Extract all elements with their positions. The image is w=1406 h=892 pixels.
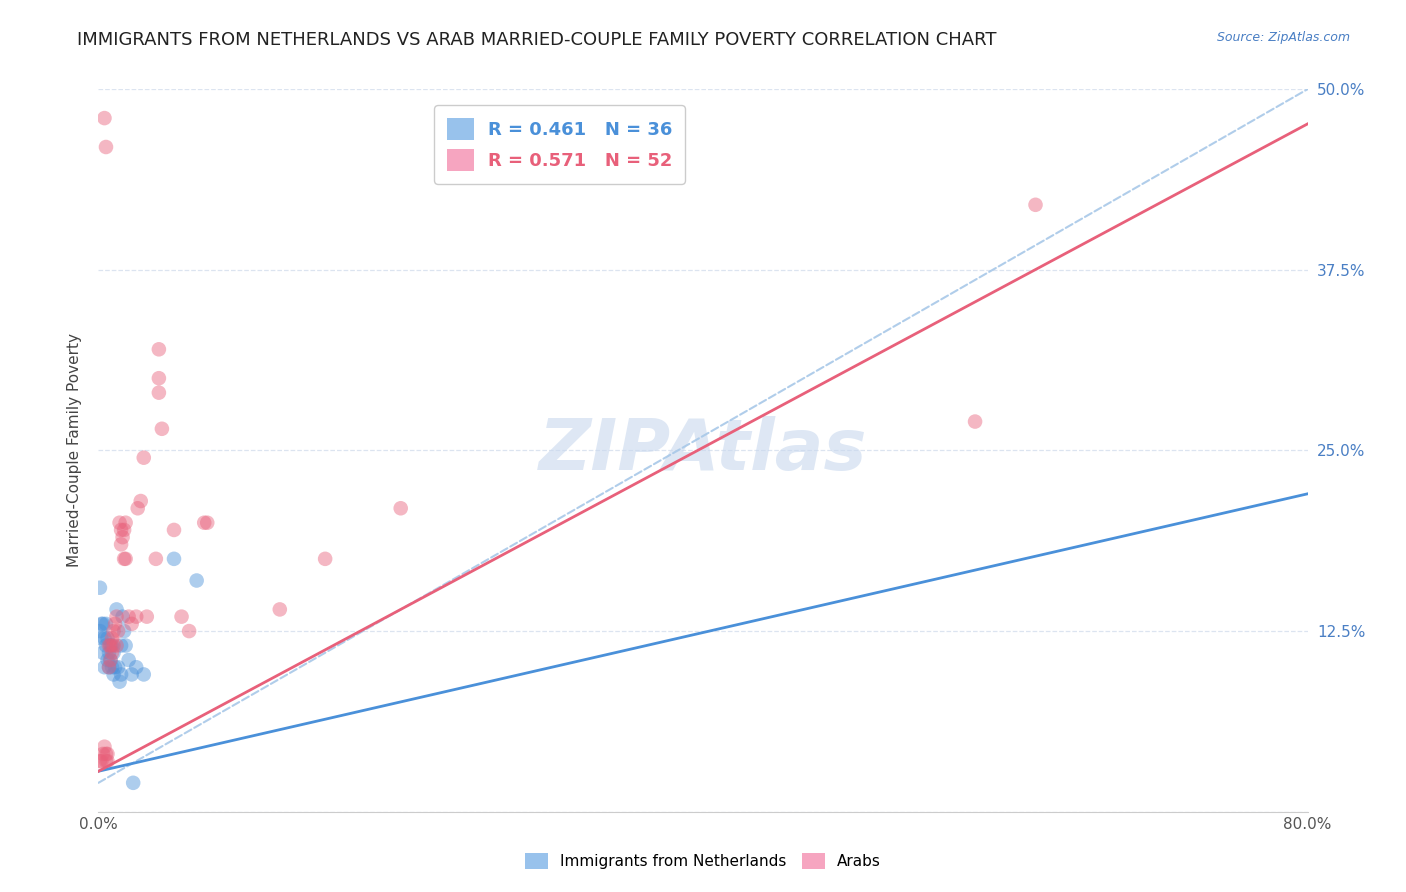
Point [101, 660, 124, 674]
Point [93, 739, 115, 754]
Point [112, 624, 135, 639]
Point [107, 660, 129, 674]
Point [112, 523, 135, 537]
Point [93, 111, 115, 125]
Point [111, 609, 134, 624]
Point [98, 646, 121, 660]
Point [179, 624, 201, 639]
Point [90, 616, 112, 631]
Point [94, 140, 117, 154]
Point [104, 660, 127, 674]
Point [96, 632, 118, 646]
Point [114, 551, 136, 566]
Point [132, 450, 155, 465]
Point [103, 667, 125, 681]
Point [148, 385, 170, 400]
Point [89, 581, 111, 595]
Point [186, 574, 208, 588]
Point [98, 660, 121, 674]
Point [94, 754, 117, 768]
Point [93, 660, 115, 674]
Legend: R = 0.461   N = 36, R = 0.571   N = 52: R = 0.461 N = 36, R = 0.571 N = 52 [434, 105, 685, 184]
Point [118, 609, 141, 624]
Text: IMMIGRANTS FROM NETHERLANDS VS ARAB MARRIED-COUPLE FAMILY POVERTY CORRELATION CH: IMMIGRANTS FROM NETHERLANDS VS ARAB MARR… [77, 31, 997, 49]
Point [103, 639, 125, 653]
Point [135, 609, 157, 624]
Point [111, 530, 134, 544]
Point [98, 660, 121, 674]
Point [96, 653, 118, 667]
Point [96, 754, 118, 768]
Point [101, 632, 124, 646]
Point [170, 609, 193, 624]
Point [195, 516, 218, 530]
Point [125, 609, 148, 624]
Point [269, 602, 291, 616]
Point [91, 646, 114, 660]
Point [110, 667, 132, 681]
Point [125, 660, 148, 674]
Point [105, 639, 128, 653]
Point [105, 602, 128, 616]
Point [1024, 198, 1046, 212]
Point [90, 632, 112, 646]
Legend: Immigrants from Netherlands, Arabs: Immigrants from Netherlands, Arabs [519, 847, 887, 875]
Point [90, 754, 112, 768]
Point [129, 494, 152, 508]
Text: ZIPAtlas: ZIPAtlas [538, 416, 868, 485]
Point [389, 501, 412, 516]
Point [96, 747, 118, 761]
Point [145, 551, 167, 566]
Point [122, 776, 145, 790]
Point [98, 639, 121, 653]
Point [104, 616, 127, 631]
Point [114, 639, 136, 653]
Point [150, 422, 173, 436]
Point [121, 616, 143, 631]
Point [110, 537, 132, 551]
Y-axis label: Married-Couple Family Poverty: Married-Couple Family Poverty [67, 334, 83, 567]
Point [100, 639, 122, 653]
Point [314, 551, 336, 566]
Point [193, 516, 215, 530]
Point [148, 343, 170, 357]
Point [100, 653, 122, 667]
Point [101, 639, 124, 653]
Text: Source: ZipAtlas.com: Source: ZipAtlas.com [1216, 31, 1350, 45]
Point [89, 624, 111, 639]
Point [105, 609, 128, 624]
Point [91, 747, 114, 761]
Point [94, 616, 117, 631]
Point [112, 551, 135, 566]
Point [100, 653, 122, 667]
Point [965, 415, 987, 429]
Point [114, 516, 136, 530]
Point [108, 674, 131, 689]
Point [127, 501, 149, 516]
Point [163, 551, 186, 566]
Point [101, 646, 124, 660]
Point [94, 639, 117, 653]
Point [103, 646, 125, 660]
Point [91, 616, 114, 631]
Point [89, 754, 111, 768]
Point [94, 747, 117, 761]
Point [163, 523, 186, 537]
Point [118, 653, 141, 667]
Point [100, 639, 122, 653]
Point [121, 667, 143, 681]
Point [107, 624, 129, 639]
Point [148, 371, 170, 385]
Point [110, 639, 132, 653]
Point [103, 624, 125, 639]
Point [108, 516, 131, 530]
Point [110, 523, 132, 537]
Point [93, 632, 115, 646]
Point [132, 667, 155, 681]
